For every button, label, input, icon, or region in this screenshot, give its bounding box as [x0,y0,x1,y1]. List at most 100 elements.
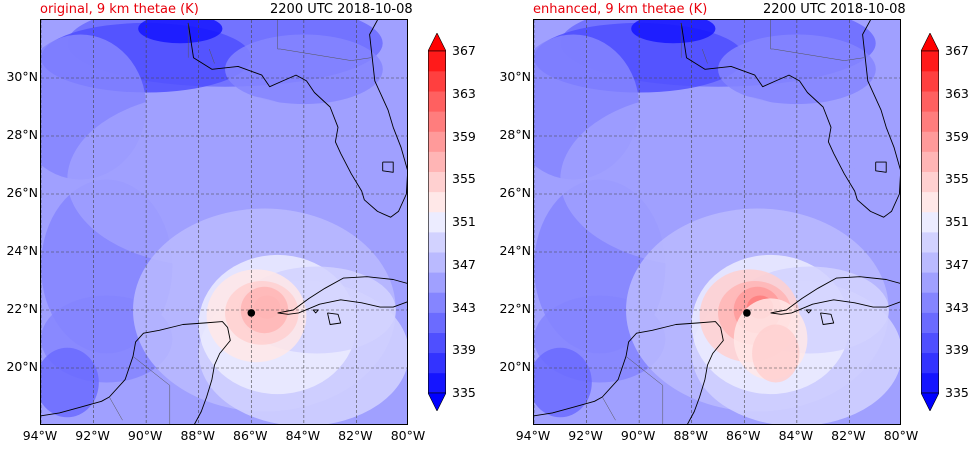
colorbar-tick-label: 359 [452,128,476,144]
lat-tick-label: 26°N [499,185,531,200]
coastline-gulf [187,20,407,218]
state-border [208,48,215,64]
colorbar-band [921,171,939,193]
colorbar-tick-label: 347 [452,256,476,272]
colorbar-band [921,71,939,92]
lat-tick-label: 24°N [6,243,38,258]
lake-outline [312,309,319,314]
colorbar-band [428,312,446,333]
state-border [701,48,708,64]
lat-tick-label: 22°N [499,301,531,316]
colorbar [921,33,939,411]
country-border [602,396,616,421]
colorbar-tick-label: 339 [945,342,969,358]
field-contour [631,20,716,44]
map-enhanced [533,19,901,425]
storm-center-marker [743,309,751,317]
panel-timestamp: 2200 UTC 2018-10-08 [763,2,906,17]
coastline-cuba [770,276,900,315]
colorbar-band [921,312,939,333]
lat-tick-label: 20°N [499,359,531,374]
coastline-isla-juventud [327,312,342,325]
colorbar-band [428,352,446,374]
lon-tick-label: 84°W [778,428,814,443]
colorbar-band [428,252,446,273]
colorbar-band [428,171,446,193]
coastline-gulf [680,20,900,218]
field-contour [41,347,99,418]
field-contour [138,20,223,44]
colorbar-band [921,51,939,72]
colorbar-extend-max [921,33,939,52]
field-contour [534,347,592,418]
storm-center-marker [247,309,256,317]
lake-outline [805,309,812,314]
colorbar-tick-label: 363 [452,85,476,101]
colorbar-band [428,151,446,173]
lon-tick-label: 86°W [726,428,761,443]
colorbar-extend-min [921,392,939,411]
lon-tick-label: 80°W [390,428,426,443]
lon-tick-label: 80°W [883,428,919,443]
colorbar-tick-label: 355 [945,171,969,187]
colorbar-tick-label: 335 [452,385,476,400]
field-contour [718,34,876,105]
field-contour [752,324,800,383]
colorbar-extend-max [428,33,446,52]
colorbar-band [428,71,446,92]
colorbar-band [921,111,939,132]
coastline-cuba [277,276,407,315]
colorbar-tick-label: 343 [452,299,476,315]
colorbar-band [921,131,939,152]
colorbar [428,33,446,411]
lon-tick-label: 92°W [75,428,110,443]
country-border [625,356,664,424]
colorbar-tick-label: 351 [452,214,476,229]
panel-title: enhanced, 9 km thetae (K) [533,2,708,17]
colorbar-band [921,332,939,354]
colorbar-tick-label: 339 [452,342,476,358]
lon-tick-label: 94°W [515,428,551,443]
lat-tick-label: 28°N [6,127,38,142]
map-original [40,19,408,425]
lon-tick-label: 92°W [568,428,603,443]
coastline-yucatan [41,321,231,424]
lat-tick-label: 28°N [499,127,531,142]
lon-tick-label: 82°W [831,428,866,443]
colorbar-band [921,272,939,293]
colorbar-band [921,372,939,394]
panel-enhanced: enhanced, 9 km thetae (K) 2200 UTC 2018-… [493,0,972,449]
colorbar-band [921,232,939,253]
colorbar-extend-min [428,392,446,411]
colorbar-band [921,151,939,173]
colorbar-band [428,191,446,213]
field-contour [225,34,383,105]
colorbar-band [428,91,446,112]
lat-tick-label: 20°N [6,359,38,374]
field-contour [254,295,281,319]
colorbar-band [428,111,446,132]
panel-original: original, 9 km thetae (K) 2200 UTC 2018-… [6,2,476,443]
lat-tick-label: 24°N [499,243,531,258]
colorbar-band [921,191,939,213]
state-border [277,20,371,61]
lon-tick-label: 84°W [285,428,321,443]
colorbar-band [428,131,446,152]
coastline-yucatan [534,321,724,424]
colorbar-band [921,352,939,374]
colorbar-band [921,211,939,233]
panel-timestamp: 2200 UTC 2018-10-08 [270,2,413,17]
lon-tick-label: 90°W [127,428,163,443]
lon-tick-label: 86°W [233,428,268,443]
colorbar-tick-label: 367 [452,43,476,58]
lon-tick-label: 90°W [620,428,656,443]
lat-tick-label: 30°N [6,69,38,84]
map-canvas [534,20,900,424]
colorbar-band [428,332,446,354]
lake-outline [382,161,394,173]
map-canvas [41,20,407,424]
state-border [770,20,864,61]
lat-tick-label: 26°N [6,185,38,200]
lon-tick-label: 88°W [180,428,215,443]
lon-tick-label: 94°W [22,428,58,443]
